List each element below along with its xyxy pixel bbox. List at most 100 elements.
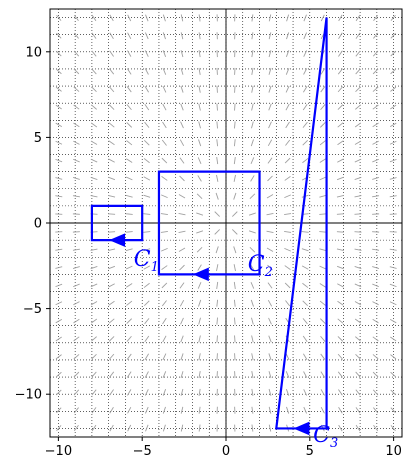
field-arrow (268, 388, 272, 396)
field-arrow (355, 50, 361, 57)
field-arrow (372, 104, 379, 110)
field-arrow (285, 139, 291, 146)
field-arrow (126, 104, 132, 111)
field-arrow (91, 14, 97, 22)
field-arrow (143, 300, 150, 307)
field-arrow (162, 424, 166, 432)
field-arrow (90, 140, 98, 145)
field-arrow (127, 14, 132, 22)
field-arrow (337, 336, 344, 342)
field-arrow (162, 388, 167, 396)
field-arrow (109, 371, 115, 378)
field-arrow (56, 14, 62, 21)
field-arrow (302, 103, 308, 111)
field-arrow (336, 195, 344, 198)
field-arrow (337, 371, 343, 378)
field-arrow (234, 121, 236, 129)
field-arrow (354, 158, 362, 163)
x-tick-label: −5 (133, 444, 152, 459)
field-arrow (233, 157, 236, 165)
field-arrow (198, 388, 201, 396)
field-arrow (162, 32, 166, 40)
field-arrow (338, 50, 343, 57)
field-arrow (162, 406, 166, 414)
field-arrow (91, 389, 97, 396)
field-arrow (108, 213, 116, 215)
field-arrow (127, 389, 132, 396)
field-arrow (216, 103, 218, 111)
field-arrow (268, 50, 272, 58)
field-arrow (55, 68, 62, 75)
field-arrow (109, 32, 114, 39)
direction-arrow-icon (192, 267, 209, 282)
field-arrow (108, 265, 116, 270)
field-arrow (354, 176, 362, 180)
field-arrow (285, 121, 290, 129)
field-arrow (372, 68, 379, 75)
field-arrow (268, 317, 272, 325)
field-arrow (390, 425, 396, 432)
field-arrow (55, 50, 62, 57)
field-arrow (127, 50, 132, 57)
field-arrow (250, 282, 255, 289)
field-arrow (320, 353, 326, 360)
field-arrow (285, 68, 290, 75)
field-arrow (284, 194, 291, 199)
field-arrow (55, 158, 63, 163)
field-arrow (285, 50, 290, 58)
field-arrow (91, 86, 97, 93)
curve-label: C3 (313, 423, 338, 451)
field-arrow (389, 266, 397, 269)
field-arrow (251, 50, 254, 58)
x-tick-label: 10 (385, 444, 402, 459)
field-arrow (180, 424, 184, 432)
field-arrow (72, 195, 80, 198)
field-arrow (389, 248, 397, 251)
field-arrow (125, 248, 133, 252)
x-tick-label: 5 (306, 444, 314, 459)
field-arrow (373, 407, 379, 414)
field-arrow (249, 193, 256, 200)
field-arrow (196, 230, 204, 234)
field-arrow (389, 177, 397, 180)
tick-labels: −10 −5 0 5 10 −10 −5 0 5 10 (15, 45, 402, 459)
field-arrow (302, 139, 309, 146)
field-arrow (355, 389, 361, 396)
field-arrow (127, 406, 132, 414)
vector-field (55, 14, 397, 432)
field-arrow (126, 335, 132, 342)
y-tick-label: 5 (34, 131, 42, 146)
field-arrow (372, 122, 379, 128)
field-arrow (337, 353, 344, 360)
curves (90, 17, 328, 436)
field-arrow (198, 371, 201, 379)
field-arrow (354, 318, 362, 324)
curve-labels: C1 C2 C3 (134, 247, 338, 451)
field-arrow (198, 139, 202, 147)
field-arrow (197, 264, 202, 271)
field-arrow (248, 212, 256, 216)
field-arrow (355, 424, 361, 432)
field-arrow (91, 407, 97, 414)
field-arrow (354, 195, 362, 198)
field-arrow (108, 283, 115, 288)
field-arrow (161, 194, 168, 199)
field-arrow (179, 139, 185, 147)
field-arrow (91, 336, 97, 342)
field-arrow (251, 32, 254, 40)
field-arrow (372, 177, 380, 180)
field-arrow (126, 353, 132, 360)
field-arrow (126, 371, 132, 378)
field-arrow (198, 103, 201, 111)
field-arrow (162, 317, 167, 325)
contour-c1 (90, 204, 144, 242)
field-arrow (338, 14, 343, 22)
field-arrow (250, 157, 255, 164)
curve-label: C2 (248, 252, 273, 280)
field-arrow (233, 299, 236, 307)
curve-label: C1 (134, 247, 159, 275)
field-arrow (251, 14, 254, 22)
field-arrow (180, 103, 184, 111)
field-arrow (180, 353, 184, 361)
field-arrow (162, 103, 167, 111)
